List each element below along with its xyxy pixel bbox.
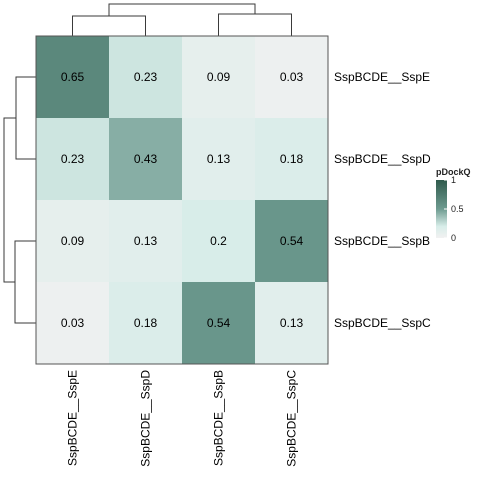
heatmap-cell xyxy=(182,118,255,200)
legend-tick-label: 0.5 xyxy=(451,204,464,214)
heatmap-cell xyxy=(255,282,328,364)
heatmap-cell xyxy=(255,36,328,118)
cell-value-label: 0.09 xyxy=(61,234,85,248)
column-dendrogram-branch xyxy=(108,3,256,16)
column-labels: SspBCDE__SspE SspBCDE__SspD SspBCDE__SspB S… xyxy=(66,370,299,467)
cell-value-label: 0.65 xyxy=(61,70,85,84)
column-label: SspBCDE__SspC xyxy=(285,370,299,467)
heatmap-cell xyxy=(109,118,182,200)
cell-value-label: 0.54 xyxy=(280,234,304,248)
legend-tick-label: 0 xyxy=(451,233,456,243)
legend-tick-label: 1 xyxy=(451,175,456,185)
cell-value-label: 0.23 xyxy=(134,70,158,84)
cell-value-label: 0.23 xyxy=(61,152,85,166)
row-label: SspBCDE__SspE xyxy=(334,70,430,84)
cell-value-label: 0.2 xyxy=(210,234,227,248)
heatmap-cell xyxy=(36,282,109,364)
row-dendrogram-branch xyxy=(15,76,36,160)
cell-value-label: 0.03 xyxy=(280,70,304,84)
cell-value-label: 0.09 xyxy=(207,70,231,84)
heatmap-cells: 0.65 0.23 0.09 0.03 0.23 0.43 0.13 0.18 0.09 0.13… xyxy=(36,36,328,364)
row-label: SspBCDE__SspC xyxy=(334,316,431,330)
heatmap-cell xyxy=(182,200,255,282)
column-label: SspBCDE__SspB xyxy=(212,370,226,466)
row-label: SspBCDE__SspD xyxy=(334,152,431,166)
column-dendrogram-branch xyxy=(218,13,292,36)
heatmap-cell xyxy=(36,200,109,282)
cell-value-label: 0.18 xyxy=(134,316,158,330)
heatmap-cell xyxy=(182,282,255,364)
row-label: SspBCDE__SspB xyxy=(334,234,430,248)
color-legend: pDockQ 00.51 xyxy=(436,167,471,243)
row-labels: SspBCDE__SspE SspBCDE__SspD SspBCDE__SspB S… xyxy=(334,70,431,330)
cell-value-label: 0.13 xyxy=(207,152,231,166)
cell-value-label: 0.03 xyxy=(61,316,85,330)
cell-value-label: 0.43 xyxy=(134,152,158,166)
heatmap-cell xyxy=(36,118,109,200)
heatmap-cell xyxy=(109,36,182,118)
legend-colorbar xyxy=(436,180,447,238)
heatmap-border xyxy=(35,35,329,365)
cell-value-label: 0.18 xyxy=(280,152,304,166)
cell-value-label: 0.54 xyxy=(207,316,231,330)
column-dendrogram-branch xyxy=(72,15,146,36)
column-label: SspBCDE__SspD xyxy=(139,370,153,467)
column-dendrogram xyxy=(72,3,292,36)
heatmap-cell xyxy=(255,200,328,282)
heatmap-cell xyxy=(182,36,255,118)
row-dendrogram-branch xyxy=(3,117,16,283)
legend-ticks: 00.51 xyxy=(444,175,464,243)
cell-value-label: 0.13 xyxy=(134,234,158,248)
column-label: SspBCDE__SspE xyxy=(66,370,80,466)
row-dendrogram xyxy=(3,76,36,324)
heatmap-cell xyxy=(36,36,109,118)
row-dendrogram-branch xyxy=(14,240,36,324)
heatmap-cell xyxy=(255,118,328,200)
heatmap-cell xyxy=(109,200,182,282)
heatmap-cell xyxy=(109,282,182,364)
cell-value-label: 0.13 xyxy=(280,316,304,330)
legend-title: pDockQ xyxy=(436,167,471,177)
